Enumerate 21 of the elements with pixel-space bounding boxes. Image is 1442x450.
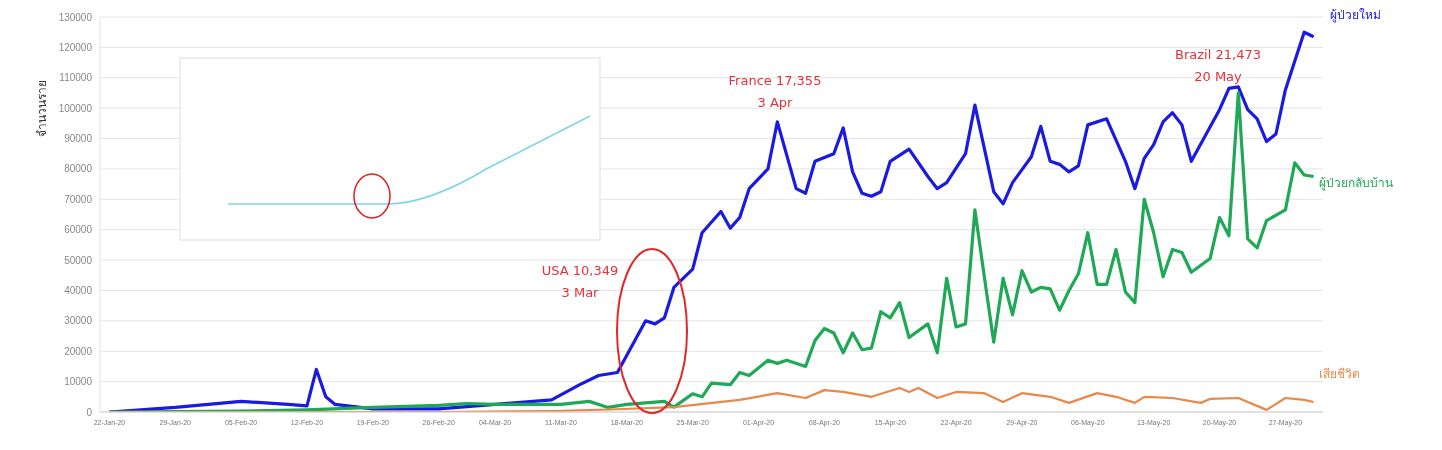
y-tick-label: 0 xyxy=(86,406,93,418)
y-tick-label: 30000 xyxy=(64,315,93,327)
y-tick-label: 120000 xyxy=(58,41,93,53)
annotation: USA 10,349 3 Mar xyxy=(540,262,620,302)
y-tick-label: 10000 xyxy=(64,376,93,388)
y-tick-label: 90000 xyxy=(64,133,93,145)
y-tick-label: 60000 xyxy=(64,224,93,236)
series-label: ผู้ป่วยใหม่ xyxy=(1329,7,1381,23)
annotation: Brazil 21,473 20 May xyxy=(1174,46,1262,86)
y-tick-label: 40000 xyxy=(64,285,93,297)
y-axis-title: จำนวนราย xyxy=(35,79,49,137)
series-label: ผู้ป่วยกลับบ้าน xyxy=(1318,175,1393,191)
annotation: France 17,355 3 Apr xyxy=(727,72,823,112)
y-tick-label: 110000 xyxy=(59,72,93,84)
y-tick-label: 130000 xyxy=(58,11,93,23)
y-tick-label: 100000 xyxy=(58,102,93,114)
y-tick-label: 50000 xyxy=(64,254,93,266)
y-tick-label: 20000 xyxy=(64,345,93,357)
y-tick-label: 70000 xyxy=(64,193,93,205)
y-tick-label: 80000 xyxy=(64,163,93,175)
series-label: เสียชีวิต xyxy=(1318,366,1360,381)
